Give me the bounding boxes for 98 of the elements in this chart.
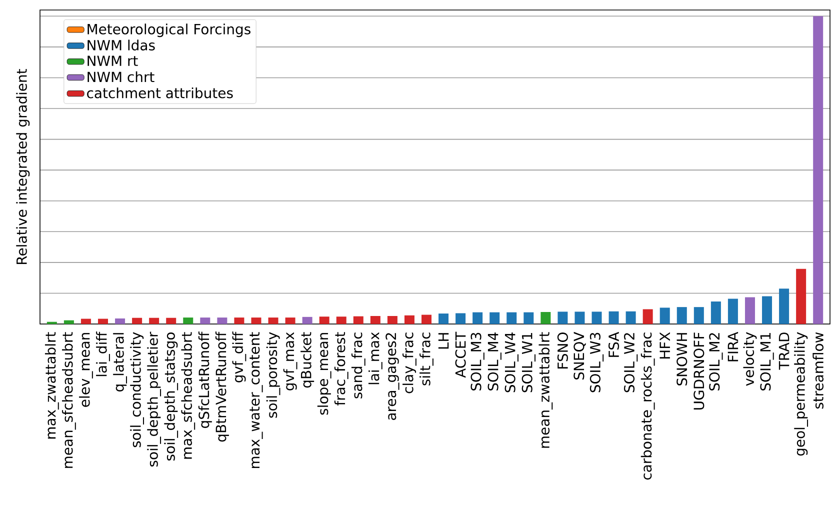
x-tick-label: gvf_diff (232, 332, 246, 382)
x-tick-label: ACCET (455, 332, 466, 378)
bar (694, 307, 704, 324)
bar (608, 311, 619, 324)
bar (540, 312, 551, 324)
legend-label: NWM chrt (88, 71, 154, 82)
x-tick-label: UGDRNOFF (694, 332, 704, 410)
x-tick-label: carbonate_rocks_frac (640, 332, 655, 480)
x-tick-label: LH (438, 333, 449, 349)
bar (115, 318, 126, 324)
x-tick-label: soil_conductivity (130, 332, 144, 448)
bar (166, 318, 176, 324)
bar (574, 312, 585, 324)
x-tick-label: silt_frac (420, 332, 434, 386)
x-tick-label: FSA (608, 332, 620, 357)
bar (744, 297, 755, 324)
bar (626, 311, 636, 324)
bar (642, 309, 653, 324)
bar (234, 318, 244, 324)
legend-label: NWM ldas (88, 40, 155, 50)
x-tick-label: SOIL_W2 (624, 333, 638, 392)
bar (438, 314, 449, 324)
bar (762, 296, 772, 324)
x-tick-label: soil_depth_statsgo (164, 332, 178, 461)
bar (387, 316, 398, 324)
x-tick-label: sand_frac (351, 332, 366, 398)
x-tick-label: streamflow (812, 332, 824, 409)
x-tick-label: SOIL_M3 (470, 332, 484, 390)
y-axis-title: Relative integrated gradient (16, 68, 30, 264)
x-tick-label: velocity (743, 332, 757, 386)
x-tick-label: mean_zwattablrt (538, 332, 553, 448)
bar (558, 312, 568, 324)
bar (336, 316, 346, 324)
bar (183, 318, 194, 324)
x-tick-label: clay_frac (402, 332, 416, 394)
bar (660, 308, 670, 324)
x-tick-label: max_zwattablrt (44, 332, 59, 439)
x-tick-label: SOIL_W4 (504, 332, 518, 392)
x-tick-label: elev_mean (79, 332, 93, 407)
x-tick-label: geol_permeability (794, 332, 808, 456)
bar (149, 318, 160, 324)
bar (472, 312, 483, 324)
bar (370, 316, 380, 324)
x-tick-label: q_lateral (113, 333, 127, 392)
bar (98, 318, 108, 324)
x-tick-label: qBucket (300, 332, 314, 388)
x-tick-label: mean_sfcheadsubrt (62, 332, 76, 468)
x-tick-label: qSfcLatRunoff (198, 331, 212, 428)
bar (319, 316, 330, 324)
x-tick-label: SOIL_M1 (760, 333, 774, 390)
x-tick-label: SOIL_M2 (709, 333, 723, 390)
bar (506, 312, 517, 324)
bar (268, 318, 278, 324)
bar (64, 320, 74, 324)
bar (456, 313, 466, 324)
bar (796, 268, 806, 324)
bar (779, 288, 790, 324)
x-tick-label: SOIL_M4 (488, 332, 502, 390)
bar (813, 16, 824, 324)
bar (353, 316, 364, 324)
bar (251, 318, 262, 324)
x-tick-label: lai_diff (96, 331, 110, 376)
x-tick-label: FSNO (557, 332, 568, 368)
bar (285, 318, 296, 324)
x-tick-label: soil_depth_pelletier (147, 332, 162, 467)
bar (80, 318, 91, 324)
x-tick-label: HFX (660, 332, 670, 358)
bar (421, 314, 432, 324)
x-tick-label: SNEQV (574, 332, 586, 380)
bar (200, 318, 210, 324)
x-tick-label: frac_forest (334, 332, 348, 406)
bar (302, 316, 312, 324)
x-tick-label: SNOWH (676, 333, 688, 386)
x-tick-label: qBtmVertRunoff (215, 332, 229, 442)
bar (524, 312, 534, 324)
bar (676, 307, 687, 324)
bar (490, 312, 500, 324)
legend-label: Meteorological Forcings (88, 24, 250, 38)
bar (46, 322, 57, 324)
x-tick-label: slope_mean (317, 332, 332, 415)
bar (710, 302, 721, 324)
x-tick-label: FIRA (728, 332, 738, 362)
legend-label: catchment attributes (87, 87, 233, 98)
bar (728, 298, 738, 324)
x-tick-label: max_water_content (250, 332, 263, 468)
x-tick-label: lai_max (368, 332, 382, 384)
bar (592, 312, 602, 324)
bar (132, 318, 142, 324)
x-tick-label: soil_porosity (266, 332, 280, 418)
x-tick-label: area_gages2 (386, 333, 400, 420)
x-tick-label: TRAD (778, 332, 790, 370)
x-tick-label: max_sfcheadsubrt (181, 332, 196, 459)
x-tick-label: SOIL_W3 (590, 332, 604, 392)
x-tick-label: SOIL_W1 (522, 333, 536, 392)
bar (217, 318, 228, 324)
bar (404, 315, 414, 324)
legend-label: NWM rt (88, 56, 138, 66)
x-tick-label: gvf_max (283, 332, 298, 390)
